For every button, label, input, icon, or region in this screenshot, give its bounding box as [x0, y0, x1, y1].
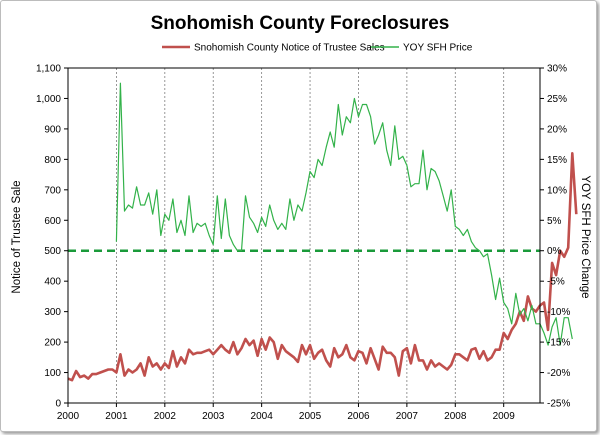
y-tick-label-800: 800: [44, 155, 61, 166]
y2-tick-label--10: -10%: [547, 307, 570, 318]
y-tick-label-1000: 1,000: [36, 94, 61, 105]
left-axis-label: Notice of Trustee Sale: [11, 180, 23, 293]
y-tick-label-0: 0: [55, 399, 61, 410]
x-tick-label-2008: 2008: [444, 411, 467, 422]
x-tick-label-2002: 2002: [154, 411, 177, 422]
y2-tick-label-30: 30%: [547, 64, 567, 75]
x-tick-label-2003: 2003: [202, 411, 225, 422]
y-tick-label-600: 600: [44, 216, 61, 227]
trustee-sales-line: [67, 152, 578, 382]
yoy-price-line: [115, 82, 573, 346]
series-lines: [67, 82, 578, 382]
x-tick-label-2004: 2004: [251, 411, 274, 422]
right-axis-ticks: -25% -20% -15% -10% -5% 0% 5% 10% 15% 20% 25% 30%: [540, 64, 570, 410]
plot-area-border: [67, 67, 541, 404]
legend-label-yoy-price: YOY SFH Price: [403, 43, 473, 54]
y2-tick-label-10: 10%: [547, 185, 567, 196]
y-tick-label-100: 100: [44, 368, 61, 379]
x-tick-label-2009: 2009: [493, 411, 516, 422]
y2-tick-label-20: 20%: [547, 124, 567, 135]
x-tick-label-2005: 2005: [299, 411, 322, 422]
y-tick-label-200: 200: [44, 338, 61, 349]
y2-tick-label-0: 0%: [547, 246, 562, 257]
y2-tick-label--25: -25%: [547, 399, 570, 410]
x-tick-label-2000: 2000: [57, 411, 80, 422]
x-tick-label-2006: 2006: [347, 411, 370, 422]
chart-title: Snohomish County Foreclosures: [151, 13, 450, 34]
y2-tick-label-15: 15%: [547, 155, 567, 166]
y2-tick-label--20: -20%: [547, 368, 570, 379]
x-tick-label-2001: 2001: [105, 411, 128, 422]
y-tick-label-900: 900: [44, 124, 61, 135]
left-axis-ticks: 0 100 200 300 400 500 600 700 800 900 1,000 1,100: [36, 64, 68, 410]
y-tick-label-500: 500: [44, 246, 61, 257]
y2-tick-label-25: 25%: [547, 94, 567, 105]
chart-legend: Snohomish County Notice of Trustee Sales…: [162, 43, 473, 54]
x-axis-ticks: 2000 2001 2002 2003 2004 2005 2006 2007 2008 2009: [57, 403, 515, 422]
x-tick-label-2007: 2007: [396, 411, 419, 422]
y-tick-label-1100: 1,100: [36, 64, 61, 75]
legend-label-trustee-sales: Snohomish County Notice of Trustee Sales: [194, 43, 385, 54]
y2-tick-label--5: -5%: [547, 277, 565, 288]
y-tick-label-700: 700: [44, 185, 61, 196]
right-axis-label: YOY SFH Price Change: [579, 175, 591, 298]
y-tick-label-300: 300: [44, 307, 61, 318]
y2-tick-label-5: 5%: [547, 216, 562, 227]
y2-tick-label--15: -15%: [547, 338, 570, 349]
y-tick-label-400: 400: [44, 277, 61, 288]
